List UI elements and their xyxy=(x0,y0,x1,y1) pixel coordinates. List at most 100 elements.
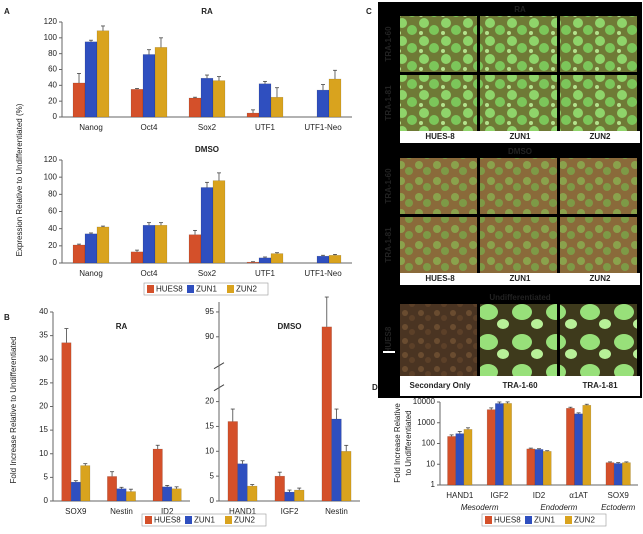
column-label-bar xyxy=(400,376,640,396)
bar xyxy=(328,255,342,264)
y-tick-label: 100 xyxy=(422,439,436,448)
legend-swatch xyxy=(147,285,154,293)
y-tick-label: 10 xyxy=(39,449,48,458)
bar xyxy=(80,465,91,502)
bar xyxy=(284,491,295,502)
micrograph xyxy=(400,16,477,72)
legend-swatch xyxy=(145,516,152,524)
y-tick-label: 0 xyxy=(53,112,58,121)
bar xyxy=(486,409,496,486)
legend-label: ZUN2 xyxy=(236,285,257,294)
panel-label: A xyxy=(4,7,10,16)
x-tick-label: ID2 xyxy=(533,491,546,500)
bar xyxy=(84,41,98,118)
y-axis-title: Fold Increase Relative to Undifferentiat… xyxy=(9,336,18,483)
y-tick-label: 5 xyxy=(210,471,215,480)
legend-frame xyxy=(481,513,607,527)
micrograph xyxy=(480,75,557,131)
bar xyxy=(582,404,592,486)
column-label: ZUN2 xyxy=(590,132,611,141)
legend-label: ZUN1 xyxy=(534,516,555,525)
axis-break-gap xyxy=(213,365,362,388)
bar xyxy=(328,78,342,118)
chart-title: DMSO xyxy=(195,145,219,154)
x-tick-label: Nestin xyxy=(110,507,133,516)
x-tick-label: Nanog xyxy=(79,269,103,278)
micrograph xyxy=(480,158,557,214)
micrograph xyxy=(400,158,477,214)
y-tick-label: 80 xyxy=(48,189,57,198)
y-tick-label: 40 xyxy=(48,224,57,233)
column-label: Secondary Only xyxy=(410,381,471,390)
bar xyxy=(270,253,284,264)
micrograph xyxy=(560,217,637,273)
y-tick-label: 100 xyxy=(44,172,58,181)
micrograph xyxy=(400,75,477,131)
bar xyxy=(188,234,202,264)
x-tick-label: HAND1 xyxy=(446,491,474,500)
bar xyxy=(130,251,144,264)
panel-label: C xyxy=(366,7,372,16)
y-tick-label: 15 xyxy=(205,422,214,431)
column-label: ZUN1 xyxy=(510,274,531,283)
x-tick-label: ID2 xyxy=(161,507,174,516)
x-tick-label: UTF1-Neo xyxy=(304,123,342,132)
y-tick-label: 60 xyxy=(48,65,57,74)
y-tick-label: 40 xyxy=(48,80,57,89)
bar xyxy=(542,451,552,486)
y-tick-label: 120 xyxy=(44,155,58,164)
x-tick-label: Sox2 xyxy=(198,269,217,278)
legend-label: ZUN2 xyxy=(234,516,255,525)
x-tick-label: SOX9 xyxy=(608,491,630,500)
legend-frame xyxy=(143,282,269,296)
bar xyxy=(96,30,110,118)
column-label: ZUN1 xyxy=(510,132,531,141)
chart-title: RA xyxy=(201,7,213,16)
row-label: TRA-1-60 xyxy=(384,168,393,204)
bar xyxy=(316,255,330,264)
y-tick-label: 10 xyxy=(205,446,214,455)
y-tick-label: 60 xyxy=(48,207,57,216)
bar xyxy=(142,224,156,264)
column-label: HUES-8 xyxy=(425,274,455,283)
bar xyxy=(116,488,127,502)
micrograph xyxy=(480,217,557,273)
bar xyxy=(72,82,86,118)
x-tick-label: Sox2 xyxy=(198,123,217,132)
bar xyxy=(247,485,258,502)
bar xyxy=(200,187,214,264)
section-title: DMSO xyxy=(508,147,532,156)
bar xyxy=(258,257,272,264)
bar xyxy=(188,97,202,118)
y-tick-label: 0 xyxy=(53,258,58,267)
column-label: HUES-8 xyxy=(425,132,455,141)
micrograph xyxy=(400,217,477,273)
x-tick-label: Oct4 xyxy=(141,269,158,278)
bar xyxy=(130,89,144,118)
bar xyxy=(321,326,332,502)
category-group-label: Endoderm xyxy=(540,503,577,512)
y-axis-title: Expression Relative to Undifferentiated … xyxy=(15,103,24,256)
micrograph xyxy=(480,16,557,72)
y-tick-label: 0 xyxy=(44,496,49,505)
y-axis-title: Fold Increase Relative xyxy=(393,403,402,483)
bar xyxy=(258,83,272,118)
column-label: TRA-1-81 xyxy=(582,381,618,390)
bar xyxy=(316,89,330,118)
bar xyxy=(605,462,615,486)
bar xyxy=(274,475,285,502)
bar xyxy=(534,449,544,486)
y-axis-title: to Undifferentiated xyxy=(404,410,413,475)
bar xyxy=(96,226,110,264)
bar xyxy=(566,407,575,486)
micrograph xyxy=(560,16,637,72)
bar xyxy=(341,451,352,502)
column-label: ZUN2 xyxy=(590,274,611,283)
bar xyxy=(212,80,226,118)
bar xyxy=(455,433,465,486)
bar xyxy=(200,77,214,118)
section-title: RA xyxy=(514,5,526,14)
x-tick-label: α1AT xyxy=(569,491,588,500)
row-label: TRA-1-81 xyxy=(384,85,393,121)
